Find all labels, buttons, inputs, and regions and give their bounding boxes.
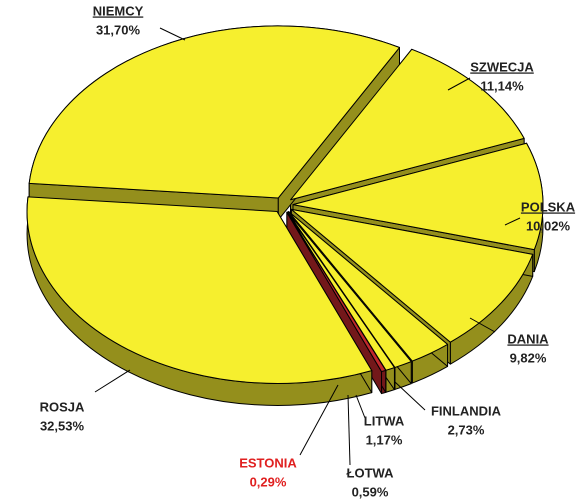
slice-label: LITWA [364,413,405,428]
slice [287,211,412,368]
slice-label: ŁOTWA [347,465,395,480]
slice-value-label: 2,73% [448,422,485,437]
slice-label: NIEMCY [93,3,144,18]
slice [290,208,534,343]
leader-line [159,27,186,41]
slice-label: FINLANDIA [431,403,502,418]
leader-line [447,77,471,91]
slice-label: DANIA [507,331,549,346]
slice-label: ROSJA [40,399,85,414]
slice [28,25,400,199]
leader-line [299,384,339,456]
slice [26,196,373,384]
leader-line [504,217,521,226]
leader-line [347,394,351,466]
slice-label: POLSKA [521,199,576,214]
slice-value-label: 1,17% [366,432,403,447]
slice-value-label: 0,29% [250,474,287,489]
slice [286,211,387,373]
slice-value-label: 0,59% [352,484,389,499]
slice-value-label: 9,82% [510,350,547,365]
slice [288,211,449,362]
labels: SZWECJA 11,14% POLSKA 10,02% DANIA 9,82% FINLA… [40,3,576,499]
slice [290,48,525,201]
leader-line [394,381,426,411]
slice [292,142,544,251]
slice-value-label: 10,02% [526,218,571,233]
pie-tops [26,25,544,384]
slice-label: ESTONIA [239,455,297,470]
slice-value-label: 11,14% [480,78,524,93]
leader-line [355,394,366,419]
slice-value-label: 31,70% [96,22,141,37]
leader-line [94,369,131,393]
leader-line [469,317,496,333]
slice-value-label: 32,53% [40,418,85,433]
slice-label: SZWECJA [470,59,534,74]
